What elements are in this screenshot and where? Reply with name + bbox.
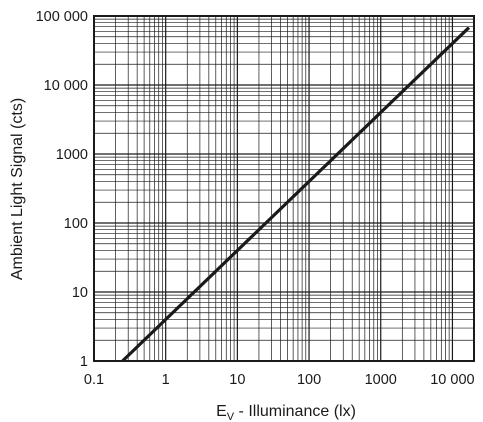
x-tick-label: 1 [162, 372, 170, 388]
y-tick-label: 100 000 [36, 9, 88, 25]
x-tick-label: 100 [297, 372, 321, 388]
y-axis-label: Ambient Light Signal (cts) [9, 98, 26, 280]
y-tick-label: 10 000 [44, 78, 88, 94]
series-group [121, 26, 471, 363]
y-tick-label: 10 [72, 285, 88, 301]
series-line [121, 26, 471, 363]
minor-gridlines [94, 16, 475, 361]
y-tick-label: 1000 [56, 147, 88, 163]
y-tick-label: 100 [64, 216, 88, 232]
y-tick-labels: 1 10 100 1000 10 000 100 000 [36, 9, 88, 370]
x-axis-label-main: E [216, 403, 227, 420]
x-tick-label: 10 000 [430, 372, 474, 388]
x-axis-label-subscript: V [227, 411, 235, 422]
x-tick-label: 10 [229, 372, 245, 388]
x-axis-label: EV - Illuminance (lx) [216, 403, 356, 422]
x-axis-label-rest: - Illuminance (lx) [234, 403, 356, 420]
y-tick-label: 1 [80, 354, 88, 370]
x-tick-labels: 0.1 1 10 100 1000 10 000 [84, 372, 475, 388]
x-tick-label: 1000 [365, 372, 397, 388]
x-tick-label: 0.1 [84, 372, 104, 388]
plot-frame [93, 15, 475, 362]
major-gridlines [93, 15, 474, 362]
